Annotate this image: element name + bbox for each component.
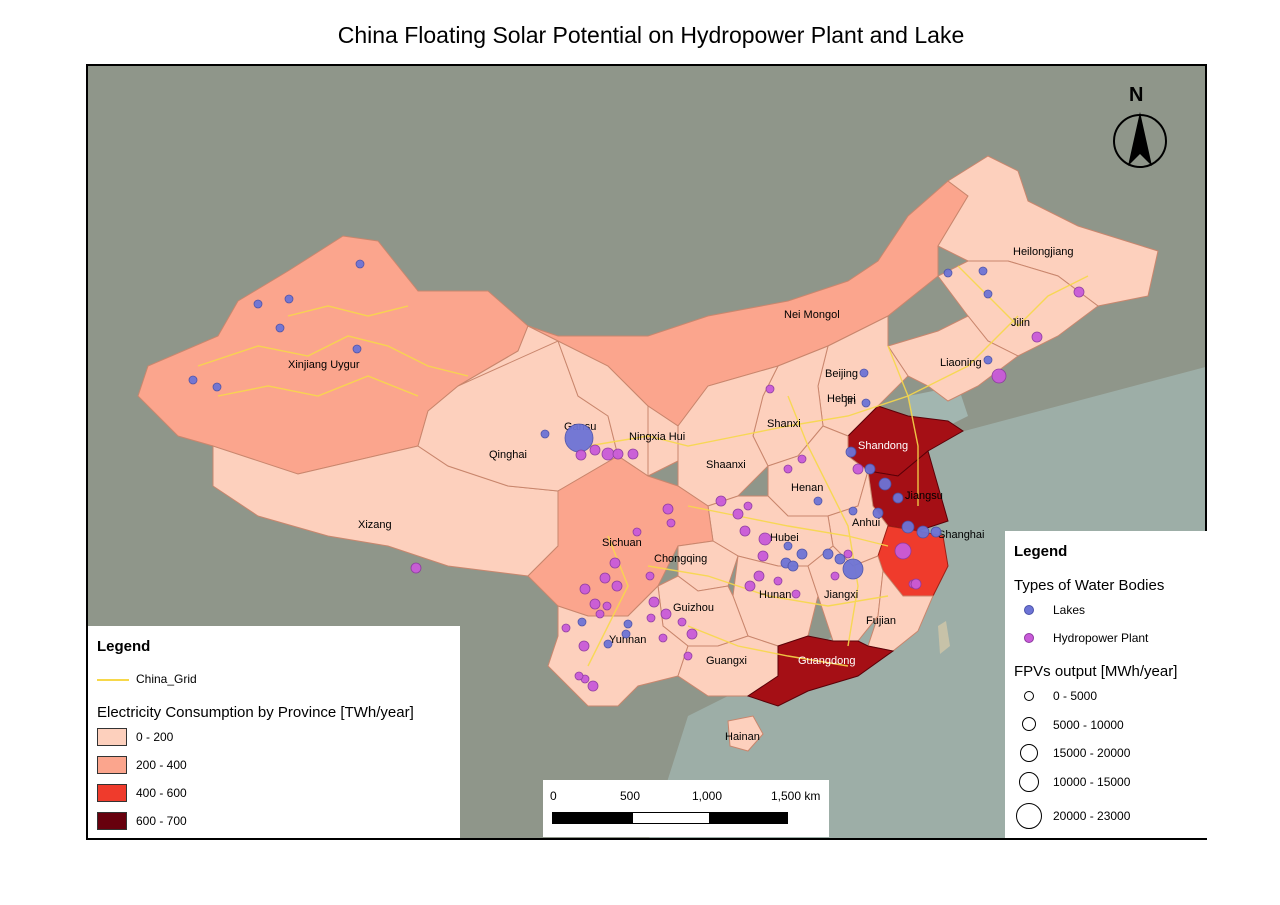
north-label: N — [1129, 84, 1144, 106]
label-henan: Henan — [791, 482, 823, 494]
label-hebei: Hebei — [827, 393, 856, 405]
legend-water-bodies: Legend Types of Water Bodies Lakes Hydro… — [1005, 531, 1207, 838]
label-shanghai: Shanghai — [938, 529, 985, 541]
label-anhui: Anhui — [852, 517, 880, 529]
label-sichuan: Sichuan — [602, 537, 642, 549]
label-guizhou: Guizhou — [673, 602, 714, 614]
label-xizang: Xizang — [358, 519, 392, 531]
output-symbol-5 — [1016, 803, 1042, 829]
output-label-1: 0 - 5000 — [1053, 689, 1098, 703]
legend-heading: Legend — [97, 638, 151, 655]
hydro-points — [410, 286, 1085, 692]
output-symbol-3 — [1020, 744, 1038, 762]
china-grid-label: China_Grid — [136, 672, 197, 686]
consumption-title: Electricity Consumption by Province [TWh… — [97, 704, 414, 721]
scale-tick-500: 500 — [620, 789, 641, 803]
output-symbol-4 — [1019, 772, 1039, 792]
scale-tick-1500: 1,500 km — [771, 789, 821, 803]
north-arrow: N — [1112, 84, 1167, 174]
label-jiangxi: Jiangxi — [824, 589, 858, 601]
scale-tick-0: 0 — [550, 789, 557, 803]
label-beijing: Beijing — [825, 368, 858, 380]
province-jilin — [937, 260, 1099, 357]
label-jilin: Jilin — [1011, 317, 1030, 329]
swatch-600-700 — [97, 812, 127, 830]
china-grid-swatch — [97, 679, 129, 681]
label-shandong: Shandong — [858, 440, 908, 452]
water-types-title: Types of Water Bodies — [1014, 577, 1165, 594]
label-xinjiang: Xinjiang Uygur — [288, 359, 360, 371]
label-shanxi: Shanxi — [767, 418, 801, 430]
swatch-400-600 — [97, 784, 127, 802]
province-heilongjiang — [937, 155, 1159, 307]
output-title: FPVs output [MWh/year] — [1014, 663, 1178, 680]
label-hainan: Hainan — [725, 731, 760, 743]
island — [938, 621, 950, 654]
lake-points — [188, 259, 993, 649]
output-symbol-2 — [1022, 717, 1036, 731]
label-chongqing: Chongqing — [654, 553, 707, 565]
legend-heading-right: Legend — [1014, 543, 1068, 560]
output-label-4: 10000 - 15000 — [1053, 775, 1131, 789]
label-neimongol: Nei Mongol — [784, 309, 840, 321]
label-200-400: 200 - 400 — [136, 758, 187, 772]
label-liaoning: Liaoning — [940, 357, 982, 369]
label-qinghai: Qinghai — [489, 449, 527, 461]
label-400-600: 400 - 600 — [136, 786, 187, 800]
label-heilongjiang: Heilongjiang — [1013, 246, 1074, 258]
label-hunan: Hunan — [759, 589, 791, 601]
map-title: China Floating Solar Potential on Hydrop… — [337, 22, 965, 48]
scale-seg-3 — [710, 812, 788, 824]
label-shaanxi: Shaanxi — [706, 459, 746, 471]
label-ningxia: Ningxia Hui — [629, 431, 685, 443]
label-fujian: Fujian — [866, 615, 896, 627]
label-yunnan: Yunnan — [609, 634, 646, 646]
scale-seg-2 — [632, 812, 710, 824]
china-grid — [197, 265, 1089, 667]
label-guangxi: Guangxi — [706, 655, 747, 667]
scale-seg-1 — [552, 812, 632, 824]
lakes-label: Lakes — [1053, 603, 1086, 617]
label-jiangsu: Jiangsu — [905, 490, 943, 502]
hydro-label: Hydropower Plant — [1053, 631, 1149, 645]
output-label-5: 20000 - 23000 — [1053, 809, 1131, 823]
label-guangdong: Guangdong — [798, 655, 856, 667]
province-hainan — [727, 715, 764, 752]
north-arrow-icon — [1113, 112, 1167, 168]
scale-bar: 0 500 1,000 1,500 km — [543, 780, 829, 837]
swatch-0-200 — [97, 728, 127, 746]
province-guangdong — [746, 635, 895, 707]
label-0-200: 0 - 200 — [136, 730, 174, 744]
scale-tick-1000: 1,000 — [692, 789, 723, 803]
output-label-2: 5000 - 10000 — [1053, 718, 1124, 732]
hydro-symbol — [1024, 633, 1034, 643]
province-labels: Heilongjiang Jilin Liaoning Nei Mongol B… — [288, 246, 1074, 743]
lakes-symbol — [1024, 605, 1034, 615]
label-600-700: 600 - 700 — [136, 814, 187, 828]
label-tianjin: jin — [844, 395, 856, 407]
legend-consumption: Legend China_Grid Electricity Consumptio… — [88, 626, 460, 838]
output-symbol-1 — [1024, 691, 1034, 701]
swatch-200-400 — [97, 756, 127, 774]
output-label-3: 15000 - 20000 — [1053, 746, 1131, 760]
label-hubei: Hubei — [770, 532, 799, 544]
